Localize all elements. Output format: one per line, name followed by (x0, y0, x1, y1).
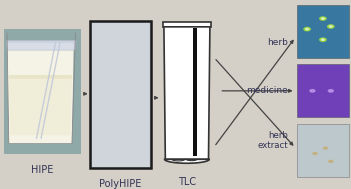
FancyBboxPatch shape (90, 22, 151, 168)
Text: HIPE: HIPE (31, 165, 53, 175)
FancyBboxPatch shape (92, 22, 149, 167)
Circle shape (328, 90, 333, 92)
Circle shape (327, 25, 334, 28)
Circle shape (313, 152, 317, 155)
Circle shape (322, 39, 324, 40)
FancyBboxPatch shape (297, 5, 349, 58)
Polygon shape (164, 27, 210, 159)
Circle shape (304, 28, 310, 31)
Circle shape (320, 38, 326, 41)
Polygon shape (9, 75, 72, 135)
Circle shape (323, 147, 327, 149)
Circle shape (329, 26, 332, 27)
Circle shape (306, 28, 309, 30)
Text: herb
extract: herb extract (257, 131, 288, 150)
Polygon shape (193, 28, 197, 156)
Text: TLC: TLC (178, 177, 196, 187)
Polygon shape (7, 43, 74, 143)
Text: PolyHIPE: PolyHIPE (99, 179, 141, 189)
Circle shape (322, 18, 324, 19)
FancyBboxPatch shape (4, 29, 81, 154)
Polygon shape (9, 75, 73, 79)
Circle shape (329, 160, 333, 162)
Text: herb: herb (267, 38, 288, 47)
FancyBboxPatch shape (297, 64, 349, 117)
Polygon shape (6, 40, 76, 50)
FancyBboxPatch shape (297, 124, 349, 177)
Text: medicine: medicine (246, 86, 288, 95)
FancyBboxPatch shape (163, 22, 211, 27)
Circle shape (310, 90, 315, 92)
Circle shape (320, 17, 326, 20)
Polygon shape (165, 159, 209, 163)
